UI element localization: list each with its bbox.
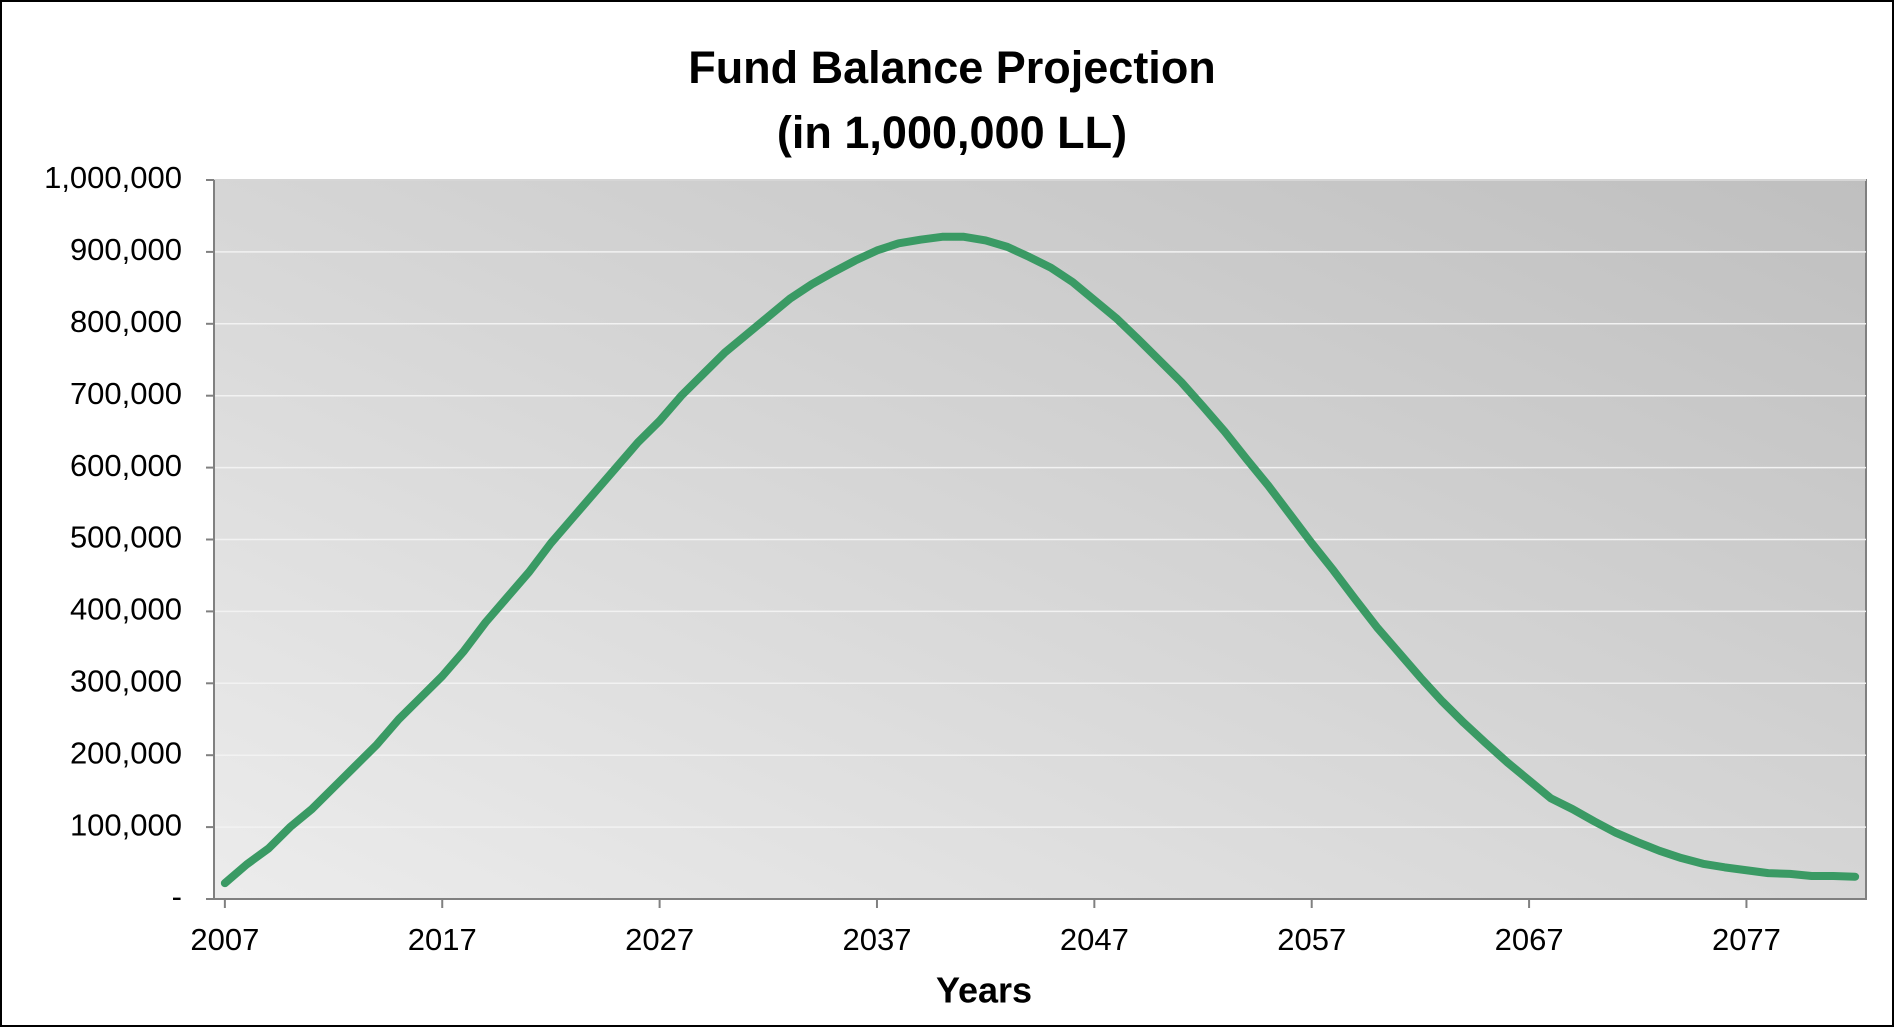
x-tick-label: 2077 bbox=[1712, 922, 1781, 957]
y-tick-label: 500,000 bbox=[70, 520, 182, 555]
chart-subtitle: (in 1,000,000 LL) bbox=[777, 107, 1127, 158]
y-tick-label: 700,000 bbox=[70, 376, 182, 411]
y-tick-label: 200,000 bbox=[70, 735, 182, 770]
x-tick-label: 2027 bbox=[625, 922, 694, 957]
x-tick-label: 2007 bbox=[190, 922, 259, 957]
x-tick-label: 2017 bbox=[408, 922, 477, 957]
y-tick-label: 400,000 bbox=[70, 592, 182, 627]
x-tick-label: 2067 bbox=[1495, 922, 1564, 957]
y-tick-label: 800,000 bbox=[70, 304, 182, 339]
y-tick-label: 600,000 bbox=[70, 448, 182, 483]
chart-title: Fund Balance Projection bbox=[688, 42, 1216, 93]
x-tick-label: 2037 bbox=[842, 922, 911, 957]
x-axis-title: Years bbox=[936, 970, 1032, 1011]
y-tick-label: 300,000 bbox=[70, 663, 182, 698]
series-line bbox=[220, 232, 1860, 888]
x-tick-label: 2057 bbox=[1277, 922, 1346, 957]
x-tick-label: 2047 bbox=[1060, 922, 1129, 957]
y-tick-label: - bbox=[172, 879, 182, 914]
y-tick-label: 100,000 bbox=[70, 807, 182, 842]
y-tick-label: 900,000 bbox=[70, 232, 182, 267]
y-tick-label: 1,000,000 bbox=[44, 160, 182, 195]
